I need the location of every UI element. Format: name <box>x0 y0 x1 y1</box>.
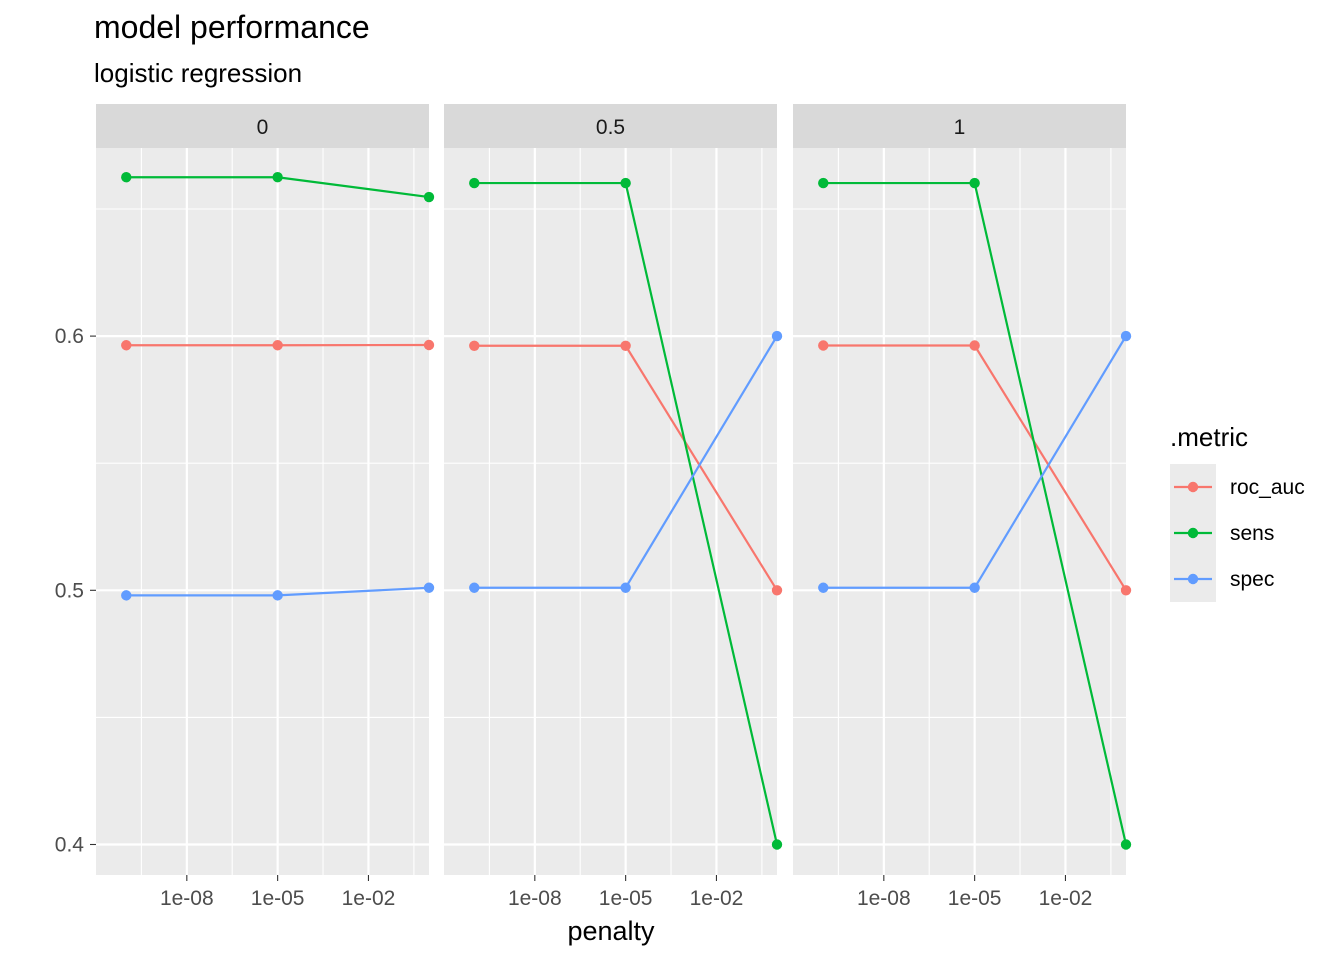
panel-background <box>793 148 1126 875</box>
legend-label-sens: sens <box>1230 522 1274 545</box>
facet-panels: 0 1e-08 1e-05 1e-02 0.5 1e-08 1e-05 1e-02 1 1e-08… <box>96 104 1132 910</box>
y-tick-label: 0.5 <box>55 579 84 602</box>
data-point-sens <box>818 177 829 189</box>
data-point-roc_auc <box>771 585 783 596</box>
y-axis: 0.4 0.5 0.6 <box>55 325 96 856</box>
facet-panel: 1 1e-08 1e-05 1e-02 <box>793 104 1132 910</box>
data-point-sens <box>1120 839 1132 850</box>
data-point-roc_auc <box>423 339 435 351</box>
x-tick-label: 1e-05 <box>948 887 1002 910</box>
chart-title: model performance <box>94 9 370 45</box>
x-tick-label: 1e-05 <box>599 887 653 910</box>
facet-strip <box>96 104 429 148</box>
facet-panel: 0.5 1e-08 1e-05 1e-02 <box>444 104 783 910</box>
data-point-roc_auc <box>1120 585 1132 596</box>
data-point-spec <box>771 330 783 342</box>
data-point-roc_auc <box>272 340 283 351</box>
data-point-roc_auc <box>969 340 980 351</box>
legend-key-point-sens <box>1187 527 1199 539</box>
legend-label-spec: spec <box>1230 568 1274 591</box>
x-tick-label: 1e-02 <box>342 887 396 910</box>
legend-label-roc_auc: roc_auc <box>1230 476 1305 499</box>
data-point-spec <box>469 582 480 593</box>
facet-strip <box>793 104 1126 148</box>
legend-title: .metric <box>1170 422 1248 452</box>
data-point-sens <box>620 177 631 189</box>
data-point-spec <box>818 582 829 593</box>
x-tick-label: 1e-08 <box>160 887 214 910</box>
facet-strip <box>444 104 777 148</box>
data-point-spec <box>423 582 435 593</box>
x-tick-label: 1e-02 <box>690 887 744 910</box>
data-point-roc_auc <box>620 340 631 351</box>
legend-key-point-spec <box>1187 573 1199 585</box>
data-point-spec <box>272 590 283 601</box>
x-tick-label: 1e-02 <box>1039 887 1093 910</box>
data-point-sens <box>771 839 783 850</box>
data-point-sens <box>121 172 132 183</box>
x-tick-label: 1e-08 <box>508 887 562 910</box>
legend-key-point-roc_auc <box>1187 481 1199 493</box>
panel-background <box>96 148 429 875</box>
x-tick-label: 1e-05 <box>251 887 305 910</box>
facet-strip-label: 0 <box>257 116 269 139</box>
data-point-sens <box>272 172 283 183</box>
data-point-sens <box>969 177 980 189</box>
panel-background <box>444 148 777 875</box>
facet-panel: 0 1e-08 1e-05 1e-02 <box>96 104 435 910</box>
data-point-spec <box>1120 330 1132 342</box>
facet-strip-label: 1 <box>954 116 966 139</box>
x-axis-title: penalty <box>567 916 655 946</box>
data-point-roc_auc <box>121 340 132 351</box>
data-point-roc_auc <box>818 340 829 351</box>
chart-subtitle: logistic regression <box>94 58 302 88</box>
facet-strip-label: 0.5 <box>596 116 625 139</box>
data-point-spec <box>121 590 132 601</box>
y-tick-label: 0.6 <box>55 325 84 348</box>
data-point-sens <box>423 191 435 203</box>
y-tick-label: 0.4 <box>55 833 85 856</box>
x-tick-label: 1e-08 <box>857 887 911 910</box>
data-point-roc_auc <box>469 340 480 351</box>
data-point-sens <box>469 177 480 189</box>
data-point-spec <box>969 582 980 593</box>
data-point-spec <box>620 582 631 593</box>
